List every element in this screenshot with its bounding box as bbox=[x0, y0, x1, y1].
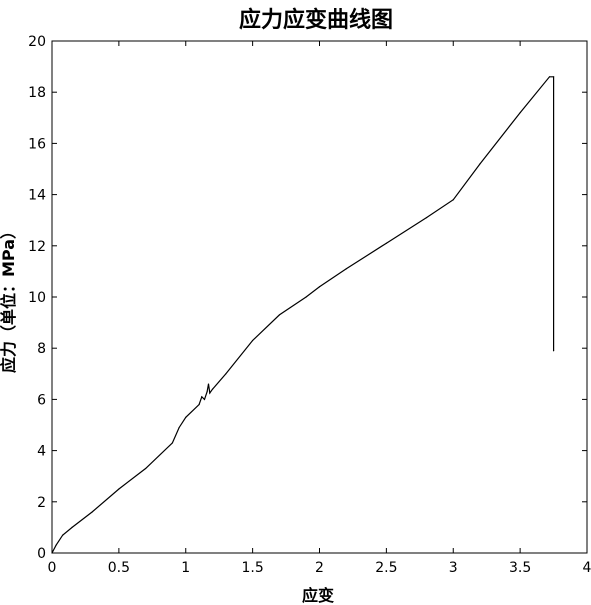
y-tick-label: 2 bbox=[37, 495, 46, 511]
curve-point bbox=[252, 339, 254, 342]
y-tick-label: 4 bbox=[37, 444, 46, 460]
curve-point bbox=[201, 396, 203, 398]
curve-point bbox=[207, 383, 210, 385]
stress-strain-curve bbox=[51, 76, 555, 554]
curve-point bbox=[305, 296, 307, 298]
curve-point bbox=[178, 426, 180, 429]
x-tick-label: 2 bbox=[315, 560, 324, 576]
x-tick-label: 0 bbox=[48, 560, 57, 576]
curve-point bbox=[185, 416, 187, 418]
y-tick-label: 20 bbox=[28, 34, 46, 50]
curve-point bbox=[552, 76, 555, 78]
curve-point bbox=[62, 534, 64, 536]
curve-point bbox=[225, 373, 227, 375]
y-tick-label: 14 bbox=[28, 188, 46, 204]
curve-point bbox=[278, 314, 280, 316]
x-tick-label: 1 bbox=[181, 560, 190, 576]
y-tick-label: 10 bbox=[28, 290, 46, 306]
y-tick-label: 12 bbox=[28, 239, 46, 255]
y-tick-label: 0 bbox=[37, 546, 46, 562]
curve-point bbox=[209, 392, 211, 394]
curve-point bbox=[385, 242, 387, 244]
plot-frame bbox=[51, 40, 588, 554]
curve-point bbox=[548, 76, 551, 78]
curve-point bbox=[171, 442, 173, 444]
curve-point bbox=[55, 544, 57, 546]
x-tick-label: 1.5 bbox=[241, 560, 263, 576]
y-axis-title: 应力（单位：MPa） bbox=[0, 223, 18, 373]
y-tick-label: 6 bbox=[37, 392, 46, 408]
curve-point bbox=[552, 350, 555, 352]
x-tick-label: 3.5 bbox=[509, 560, 531, 576]
curve-point bbox=[203, 398, 206, 400]
y-tick-label: 8 bbox=[37, 341, 46, 357]
curve-points bbox=[51, 76, 555, 554]
curve-point bbox=[345, 268, 347, 270]
curve-point bbox=[519, 112, 521, 114]
x-tick-label: 3 bbox=[449, 560, 458, 576]
y-axis-ticks: 0 2 4 6 8 10 12 14 16 18 20 bbox=[28, 34, 587, 562]
curve-point bbox=[198, 403, 200, 406]
curve-point bbox=[206, 391, 208, 393]
y-tick-label: 16 bbox=[28, 136, 46, 152]
y-tick-label: 18 bbox=[28, 85, 46, 101]
curve-point bbox=[425, 217, 428, 219]
x-tick-label: 2.5 bbox=[375, 560, 397, 576]
x-tick-label: 0.5 bbox=[108, 560, 130, 576]
curve-point bbox=[51, 552, 53, 554]
x-tick-label: 4 bbox=[583, 560, 591, 576]
curve-point bbox=[211, 388, 214, 390]
curve-point bbox=[91, 511, 93, 513]
curve-point bbox=[479, 163, 481, 165]
x-axis-title: 应变 bbox=[302, 586, 334, 605]
chart-title: 应力应变曲线图 bbox=[239, 7, 393, 33]
plot-area: 0 0.5 1 1.5 2 2.5 3 3.5 4 0 2 4 6 8 10 12 14 16 18 20 bbox=[28, 34, 591, 576]
curve-point bbox=[71, 526, 73, 529]
curve-point bbox=[318, 286, 321, 288]
x-axis-ticks: 0 0.5 1 1.5 2 2.5 3 3.5 4 bbox=[48, 41, 591, 576]
curve-point bbox=[452, 199, 454, 201]
curve-point bbox=[145, 467, 147, 470]
curve-point bbox=[118, 488, 120, 490]
